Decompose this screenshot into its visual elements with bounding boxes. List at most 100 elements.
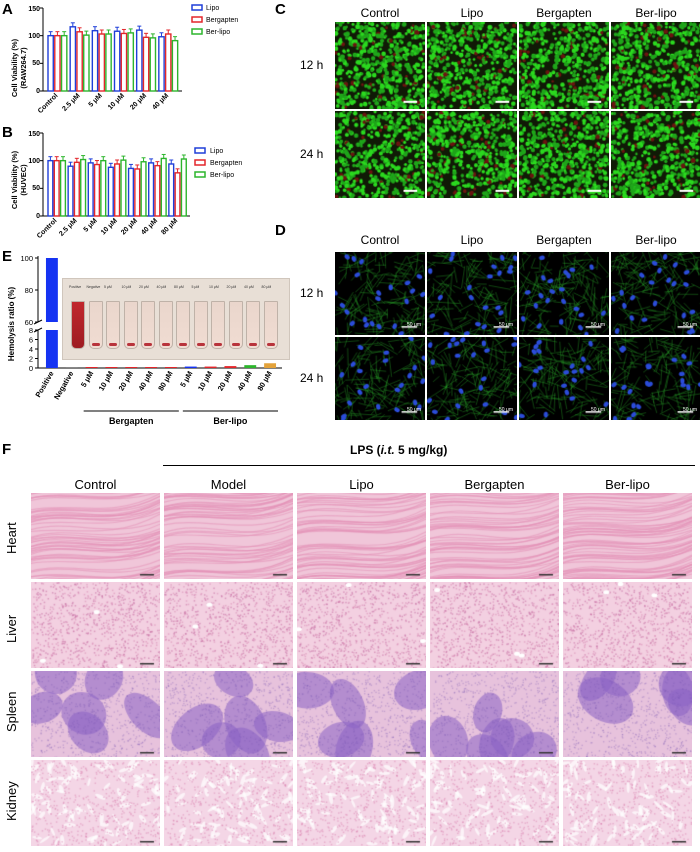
scale-bar-label: 50 μm (683, 407, 697, 413)
bar-bergapten (120, 32, 128, 92)
tube-label: 5 μM (104, 285, 112, 289)
chart-b-legend-lipo: Lipo (210, 148, 223, 155)
organ-label: Liver (4, 614, 19, 643)
chart-b-legend-berlipo: Ber-lipo (210, 172, 234, 179)
tube-label: 80 μM (174, 285, 184, 289)
histology-tile (297, 760, 426, 846)
chart-a-ytick: 150 (28, 6, 40, 13)
bar-ber-lipo (59, 159, 67, 217)
bar-bergapten (154, 164, 161, 217)
x-tick-label: 40 μM (136, 370, 154, 393)
tube-label: 20 μM (226, 285, 237, 289)
y-tick-label: 80 (25, 286, 33, 295)
x-tick-label: 40 μM (151, 92, 170, 111)
bar (164, 367, 177, 368)
bar (224, 366, 237, 368)
tube-label: 5 μM (191, 285, 200, 289)
micrograph-tile: 50 μm (519, 252, 609, 335)
x-tick-label: 80 μM (160, 217, 179, 236)
micrograph-tile (427, 111, 517, 198)
y-tick-label: 6 (29, 336, 33, 345)
chart-a-ylabel-2: (RAW264.7) (19, 47, 28, 89)
chart-b-ytick: 50 (32, 185, 40, 192)
panel-letter-d: D (275, 222, 286, 239)
bar (65, 367, 78, 368)
tube (158, 301, 173, 349)
bar-positive-upper (45, 258, 58, 322)
histology-tile (430, 493, 559, 579)
bar (145, 367, 158, 368)
organ-label: Spleen (4, 691, 19, 732)
micrograph-tile: 50 μm (519, 337, 609, 420)
chart-b-ytick: 150 (28, 131, 40, 138)
tube (123, 301, 138, 349)
bar-bergapten (54, 34, 61, 92)
x-tick-label: 40 μM (236, 370, 254, 393)
chart-b-legend: Lipo Bergapten Ber-lipo (194, 147, 242, 179)
bar-lipo (113, 30, 121, 92)
scale-bar-label: 50 μm (407, 322, 421, 328)
x-tick-label: 2.5 μM (58, 217, 78, 237)
panel-letter-c: C (275, 1, 286, 18)
bar-ber-lipo (80, 158, 87, 217)
tube-label: 80 μM (261, 285, 272, 289)
x-tick-label: 10 μM (97, 370, 115, 393)
row-label: 24 h (300, 370, 324, 385)
chart-a-legend-bergapten: Bergapten (206, 17, 238, 24)
chart-b-ylabel-2: (HUVEC) (19, 164, 28, 196)
histology-tile (31, 671, 160, 757)
chart-e-ylabel: Hemolysis ratio (%) (7, 287, 16, 362)
tube-label: 10 μM (209, 285, 219, 289)
bar-ber-lipo (105, 33, 112, 92)
x-tick-label: 10 μM (196, 370, 214, 393)
bar-bergapten (76, 31, 83, 92)
panel-letter-e: E (2, 248, 13, 265)
bar-bergapten (53, 159, 60, 217)
panel-letter-b: B (2, 124, 13, 141)
scale-bar-label: 50 μm (683, 322, 697, 328)
x-tick-label: 20 μM (216, 370, 234, 393)
scale-bar-label: 50 μm (407, 407, 421, 413)
bar-ber-lipo (140, 161, 147, 217)
tube-label: 10 μM (121, 285, 132, 289)
tube-label: Positive (69, 285, 82, 289)
micrograph-tile: 50 μm (335, 337, 425, 420)
histology-tile (164, 671, 293, 757)
chart-a-ytick: 100 (28, 33, 40, 40)
y-tick-label: 2 (29, 355, 33, 364)
column-label: Lipo (349, 477, 374, 492)
histology-tile (563, 760, 692, 846)
group-label-ber-lipo: Ber-lipo (213, 416, 248, 426)
lps-bracket-line (163, 465, 695, 466)
histology-tile (297, 582, 426, 668)
x-tick-label: 5 μM (79, 370, 95, 389)
panel-letter-f: F (2, 441, 12, 458)
x-tick-label: 80 μM (255, 370, 273, 393)
bar (125, 367, 138, 368)
bar-ber-lipo (120, 159, 127, 217)
bar-bergapten (93, 163, 101, 217)
tube (246, 301, 260, 349)
tube (211, 301, 225, 349)
bar-positive-lower (45, 330, 58, 368)
y-tick-label: 100 (20, 254, 33, 263)
histology-tile (430, 760, 559, 846)
chart-a-legend: Lipo Bergapten Ber-lipo (191, 4, 238, 36)
chart-a-ytick: 50 (32, 60, 40, 67)
bar-bergapten (114, 163, 121, 217)
histology-tile (164, 582, 293, 668)
bar-lipo (91, 29, 99, 92)
micrograph-tile: 50 μm (427, 337, 517, 420)
organ-label: Heart (4, 522, 19, 554)
bar-lipo (87, 162, 94, 217)
bar-lipo (135, 29, 143, 92)
x-tick-label: 5 μM (88, 92, 104, 108)
micrograph-tile: 50 μm (335, 252, 425, 335)
bar-bergapten (174, 172, 181, 217)
x-tick-label: 2.5 μM (61, 92, 81, 112)
bar-bergapten (134, 168, 141, 217)
tube (193, 301, 208, 349)
column-label: Ber-lipo (635, 233, 677, 247)
panel-f-histology: LPS (i.t. 5 mg/kg) Control Model Lipo Bergap… (0, 441, 700, 852)
